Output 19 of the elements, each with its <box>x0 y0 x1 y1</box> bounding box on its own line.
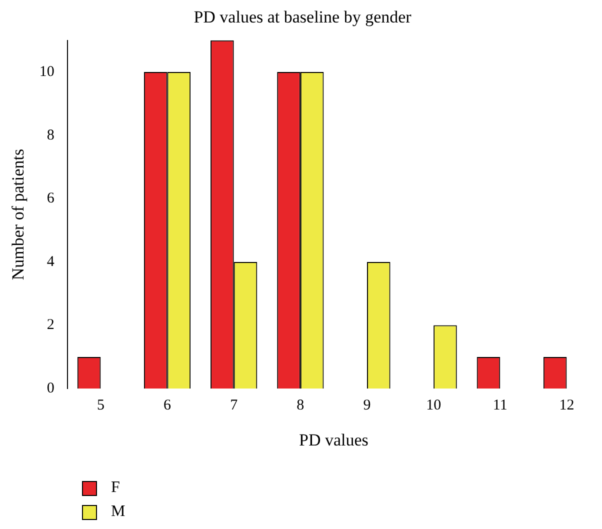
y-axis-title: Number of patients <box>8 148 28 280</box>
x-axis-title: PD values <box>298 430 368 450</box>
chart-title: PD values at baseline by gender <box>194 8 412 27</box>
y-tick-label: 10 <box>39 64 54 80</box>
y-tick-label: 6 <box>46 190 55 207</box>
y-tick-label: 2 <box>46 317 54 334</box>
x-tick-label: 8 <box>296 398 304 414</box>
y-tick-label: 8 <box>46 127 54 144</box>
y-tick-label: 4 <box>46 254 55 270</box>
y-tick-label: 0 <box>46 380 54 397</box>
legend-label: M <box>111 503 126 521</box>
x-tick-label: 7 <box>230 398 238 414</box>
x-tick-label: 6 <box>164 398 172 414</box>
x-tick-label: 11 <box>492 398 508 414</box>
x-tick-label: 5 <box>96 398 104 414</box>
x-tick-label: 9 <box>363 398 371 414</box>
x-tick-label: 12 <box>559 398 574 414</box>
x-tick-label: 10 <box>426 398 442 414</box>
legend-label: F <box>111 479 120 497</box>
